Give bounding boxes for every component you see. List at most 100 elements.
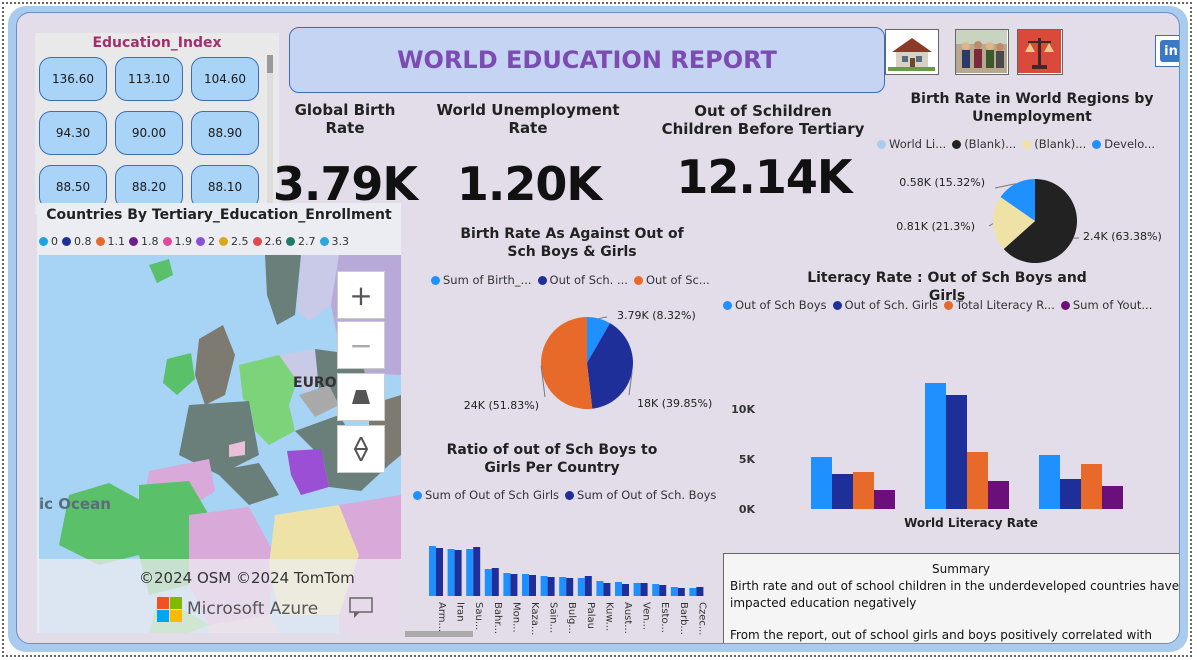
x-tick-label: Aust... [622, 602, 633, 634]
bar[interactable] [689, 588, 697, 596]
bar[interactable] [853, 472, 874, 509]
bar[interactable] [596, 581, 604, 596]
bar[interactable] [696, 587, 704, 596]
legend-item[interactable]: 2.7 [286, 235, 316, 248]
bar[interactable] [652, 584, 660, 596]
slicer-tile[interactable]: 113.10 [115, 57, 183, 101]
ratio-chart-scrollbar[interactable] [405, 631, 473, 637]
pie-slice[interactable] [587, 317, 610, 363]
pie-slice[interactable] [993, 197, 1035, 250]
bar[interactable] [670, 587, 678, 596]
legend-item[interactable]: Sum of Birth_... [431, 273, 532, 287]
map-title: Countries By Tertiary_Education_Enrollme… [46, 207, 392, 223]
bar[interactable] [874, 490, 895, 509]
bar[interactable] [811, 457, 832, 509]
bar[interactable] [832, 474, 853, 509]
map-tilt-button[interactable] [337, 373, 385, 421]
bar[interactable] [622, 584, 629, 596]
bar[interactable] [603, 583, 611, 596]
slicer-scroll-thumb[interactable] [267, 55, 273, 73]
slicer-tile[interactable]: 136.60 [39, 57, 107, 101]
legend-item[interactable]: (Blank)... [952, 137, 1016, 151]
slicer-tile[interactable]: 90.00 [115, 111, 183, 155]
legend-item[interactable]: Sum of Out of Sch Girls [413, 488, 559, 502]
map-compass-button[interactable] [337, 425, 385, 473]
bar[interactable] [466, 549, 474, 596]
bar[interactable] [1039, 455, 1060, 509]
bar[interactable] [615, 582, 622, 596]
bar[interactable] [454, 550, 462, 596]
legend-item[interactable]: 0.8 [62, 235, 92, 248]
pie-slice[interactable] [1000, 179, 1035, 221]
bar[interactable] [559, 577, 567, 596]
scales-image-icon[interactable] [1017, 29, 1063, 75]
bar[interactable] [659, 585, 667, 596]
legend-item[interactable]: Out of Sch Boys [723, 298, 827, 312]
bar[interactable] [522, 574, 529, 596]
bar[interactable] [510, 574, 518, 596]
people-image-icon[interactable] [955, 29, 1009, 75]
bar[interactable] [429, 546, 436, 596]
slicer-tile[interactable]: 88.90 [191, 111, 259, 155]
legend-item[interactable]: Out of Sc... [633, 273, 710, 287]
legend-item[interactable]: World Li... [877, 137, 946, 151]
bar[interactable] [640, 583, 648, 596]
legend-item[interactable]: 2.6 [252, 235, 282, 248]
legend-item[interactable]: 2 [196, 235, 215, 248]
bar[interactable] [491, 568, 499, 596]
legend-item[interactable]: 0 [39, 235, 58, 248]
bar[interactable] [540, 576, 548, 596]
pie-leader-line [540, 365, 546, 398]
legend-item[interactable]: Sum of Yout... [1060, 298, 1152, 312]
legend-item[interactable]: 1.9 [162, 235, 192, 248]
feedback-icon[interactable] [349, 597, 373, 623]
legend-item[interactable]: Total Literacy R... [944, 298, 1055, 312]
slicer-scrollbar[interactable] [267, 55, 273, 210]
legend-item[interactable]: 3.3 [319, 235, 349, 248]
legend-item[interactable]: (Blank)... [1022, 137, 1086, 151]
bar[interactable] [584, 576, 592, 596]
bar[interactable] [566, 578, 574, 596]
legend-item[interactable]: 1.8 [129, 235, 159, 248]
bar[interactable] [577, 578, 585, 596]
bar[interactable] [1081, 464, 1102, 509]
bar[interactable] [1102, 486, 1123, 509]
house-image-icon[interactable] [885, 29, 939, 75]
bar[interactable] [547, 577, 555, 596]
x-tick-label: Esto... [659, 602, 670, 633]
legend-label: 0 [51, 235, 58, 248]
slicer-tile[interactable]: 104.60 [191, 57, 259, 101]
map-canvas[interactable]: EURO ic Ocean + − ©2024 OSM ©2024 TomTom… [39, 255, 401, 633]
legend-marker [95, 237, 105, 246]
legend-item[interactable]: Out of Sch. Girls [832, 298, 939, 312]
bar[interactable] [1060, 479, 1081, 509]
legend-item[interactable]: 2.5 [219, 235, 249, 248]
legend-item[interactable]: Develo... [1092, 137, 1155, 151]
slicer-tile[interactable]: 94.30 [39, 111, 107, 155]
pie-slice[interactable] [587, 323, 633, 409]
bar[interactable] [436, 548, 443, 596]
map-zoom-in-button[interactable]: + [337, 271, 385, 319]
bar[interactable] [633, 583, 641, 596]
bar[interactable] [988, 481, 1009, 509]
legend-item[interactable]: Sum of Out of Sch. Boys [565, 488, 716, 502]
linkedin-button[interactable]: in [1155, 35, 1179, 67]
bar[interactable] [925, 383, 946, 509]
slicer-tile[interactable]: 88.50 [39, 165, 107, 209]
bar[interactable] [503, 573, 511, 596]
bar[interactable] [946, 395, 967, 509]
bar[interactable] [677, 588, 685, 596]
legend-item[interactable]: Out of Sch. ... [537, 273, 628, 287]
pie-slice[interactable] [1003, 179, 1077, 263]
bar[interactable] [529, 575, 536, 596]
bar[interactable] [484, 569, 492, 596]
pie-slice[interactable] [541, 317, 593, 409]
map-zoom-out-button[interactable]: − [337, 321, 385, 369]
bar[interactable] [473, 547, 481, 596]
bar[interactable] [447, 549, 455, 596]
tilt-icon [352, 390, 370, 404]
slicer-tile[interactable]: 88.20 [115, 165, 183, 209]
legend-item[interactable]: 1.1 [95, 235, 125, 248]
bar[interactable] [967, 452, 988, 509]
legend-label: Out of Sch. Girls [844, 298, 939, 312]
